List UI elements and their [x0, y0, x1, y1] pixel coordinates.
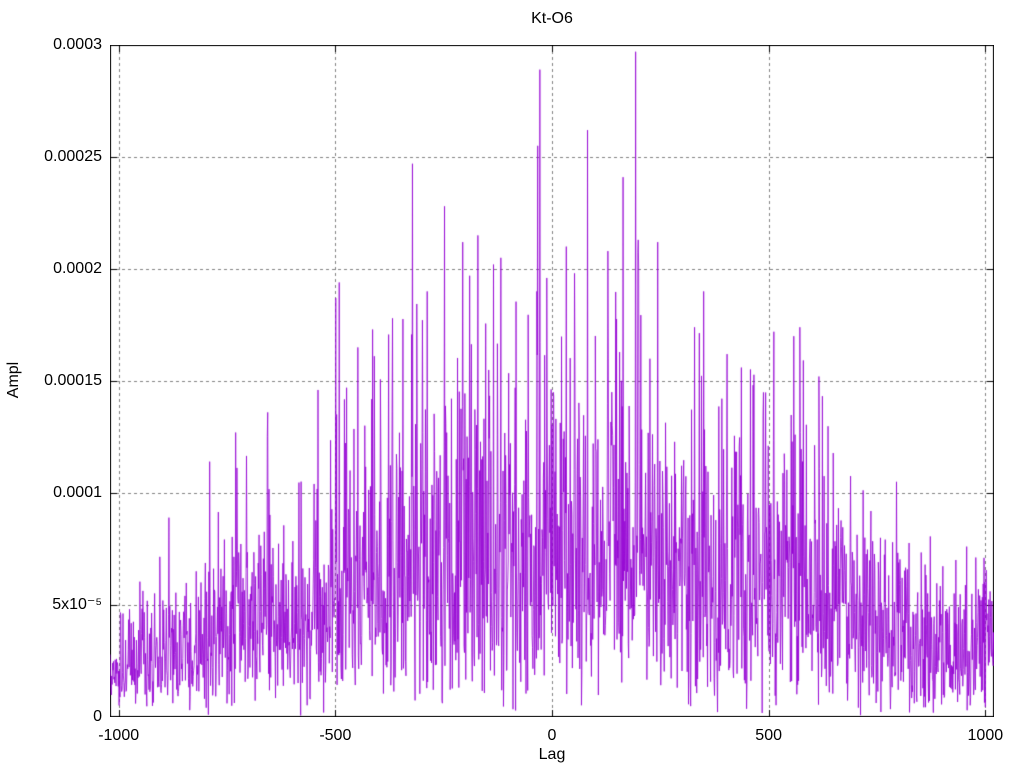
y-tick-label: 0 — [93, 708, 102, 725]
plot-canvas — [110, 45, 994, 717]
y-tick-label: 5x10⁻⁵ — [52, 596, 102, 613]
x-tick-label: -500 — [319, 727, 352, 744]
y-tick-label: 0.0003 — [53, 36, 102, 53]
y-tick-label: 0.0002 — [53, 260, 102, 277]
x-tick-label: 500 — [755, 727, 782, 744]
x-axis-title: Lag — [538, 746, 566, 763]
y-tick-label: 0.00025 — [44, 148, 102, 165]
x-tick-label: 0 — [547, 727, 557, 744]
y-tick-label: 0.00015 — [44, 372, 102, 389]
x-tick-label: -1000 — [98, 727, 140, 744]
y-tick-label: 0.0001 — [53, 484, 102, 501]
x-tick-label: 1000 — [967, 727, 1004, 744]
chart-title: Kt-O6 — [531, 10, 573, 27]
